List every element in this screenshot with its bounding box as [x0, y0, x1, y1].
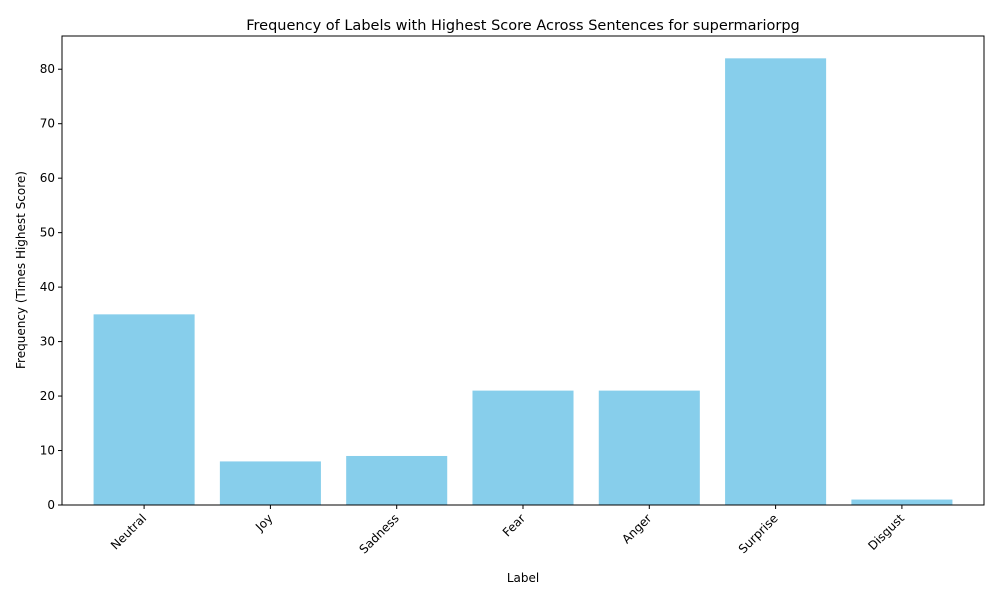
y-tick-label: 60 [40, 171, 55, 185]
y-axis-ticks: 0 10 20 30 40 50 60 70 80 [40, 62, 62, 512]
y-tick-label: 40 [40, 280, 55, 294]
bar-neutral [93, 314, 195, 505]
bar-disgust [851, 499, 953, 505]
x-tick-label-fear: Fear [500, 511, 528, 539]
y-axis-label: Frequency (Times Highest Score) [14, 171, 28, 369]
bar-anger [598, 390, 700, 505]
y-tick-label: 50 [40, 226, 55, 240]
y-tick-label: 30 [40, 335, 55, 349]
x-tick-label-surprise: Surprise [736, 511, 781, 556]
chart-title: Frequency of Labels with Highest Score A… [246, 18, 799, 34]
x-tick-label-joy: Joy [252, 511, 275, 534]
y-tick-label: 80 [40, 62, 55, 76]
plot-frame [61, 35, 985, 506]
x-tick-label-sadness: Sadness [356, 511, 401, 556]
x-axis-ticks: Neutral Joy Sadness Fear Anger Surprise Disgus… [108, 505, 907, 557]
x-tick-label-neutral: Neutral [108, 511, 149, 552]
x-axis-label: Label [507, 571, 539, 585]
y-tick-label: 20 [40, 389, 55, 403]
x-tick-label-disgust: Disgust [865, 511, 907, 553]
bar-sadness [346, 455, 448, 505]
y-tick-label: 0 [47, 498, 55, 512]
y-tick-label: 10 [40, 444, 55, 458]
bar-joy [219, 461, 321, 505]
bar-surprise [725, 58, 827, 505]
bars-group [93, 58, 953, 505]
y-tick-label: 70 [40, 117, 55, 131]
bar-fear [472, 390, 574, 505]
x-tick-label-anger: Anger [619, 511, 654, 546]
